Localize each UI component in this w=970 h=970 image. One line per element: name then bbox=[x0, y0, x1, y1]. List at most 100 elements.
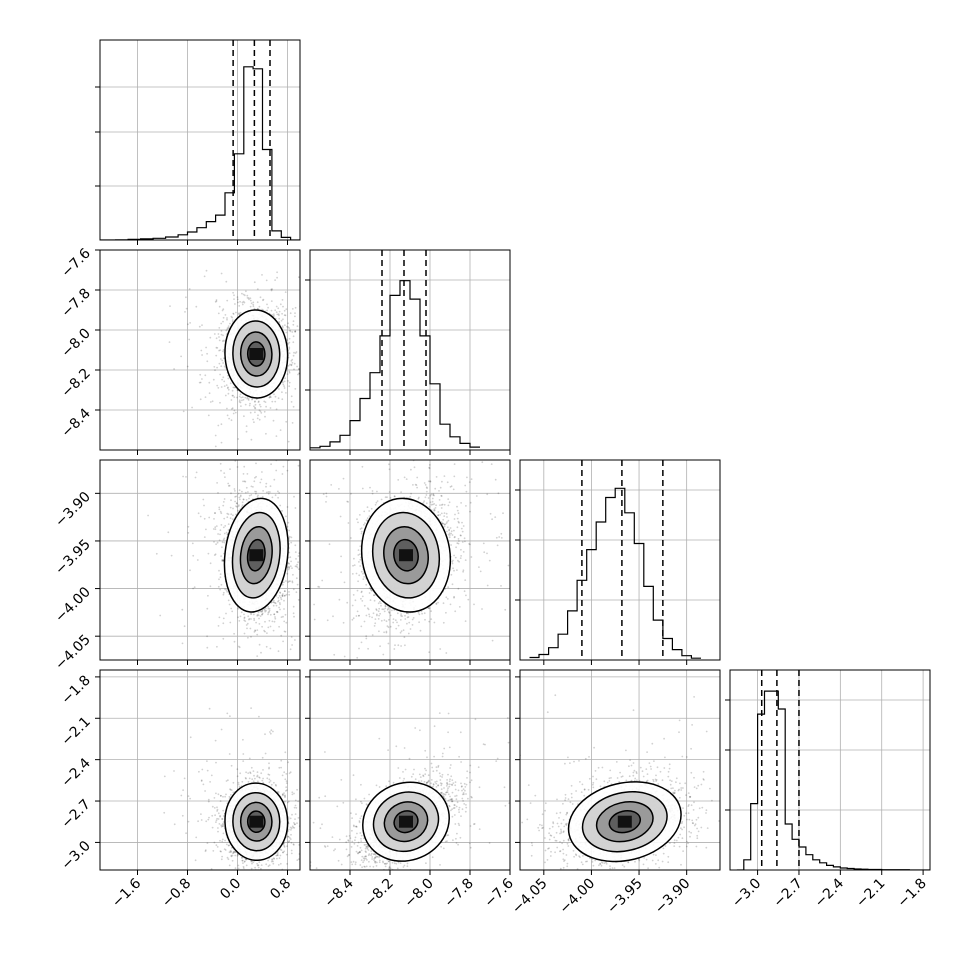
scatter-point bbox=[239, 300, 242, 303]
scatter-point bbox=[283, 309, 286, 312]
scatter-point bbox=[282, 381, 284, 384]
scatter-point bbox=[236, 502, 238, 505]
scatter-point bbox=[265, 645, 268, 648]
scatter-point bbox=[203, 275, 206, 278]
scatter-point bbox=[235, 502, 238, 504]
scatter-point bbox=[207, 552, 210, 555]
scatter-point bbox=[284, 377, 286, 380]
scatter-point bbox=[304, 348, 306, 350]
scatter-point bbox=[233, 488, 236, 490]
scatter-point bbox=[262, 299, 264, 302]
scatter-point bbox=[313, 603, 315, 606]
scatter-point bbox=[225, 531, 228, 534]
scatter-point bbox=[455, 546, 457, 549]
scatter-point bbox=[227, 386, 229, 389]
scatter-point bbox=[293, 351, 295, 354]
scatter-point bbox=[321, 438, 323, 440]
scatter-point bbox=[373, 625, 376, 627]
scatter-point bbox=[297, 245, 299, 247]
scatter-point bbox=[292, 341, 295, 344]
scatter-point bbox=[235, 513, 238, 516]
scatter-point bbox=[291, 580, 294, 583]
scatter-point bbox=[288, 370, 291, 373]
scatter-point bbox=[263, 629, 265, 632]
scatter-point bbox=[222, 538, 225, 541]
scatter-point bbox=[243, 617, 246, 620]
scatter-point bbox=[212, 378, 215, 381]
scatter-point bbox=[295, 558, 297, 560]
panel-1-0: −7.6−7.8−8.0−8.2−8.4 bbox=[58, 245, 348, 456]
scatter-point bbox=[227, 485, 230, 487]
scatter-point bbox=[248, 618, 250, 621]
scatter-point bbox=[258, 305, 261, 308]
scatter-point bbox=[259, 405, 262, 408]
scatter-point bbox=[235, 311, 237, 314]
scatter-point bbox=[244, 480, 247, 483]
scatter-point bbox=[277, 490, 279, 493]
scatter-point bbox=[245, 486, 248, 489]
scatter-point bbox=[294, 330, 297, 333]
scatter-point bbox=[242, 473, 245, 475]
scatter-point bbox=[281, 473, 284, 475]
scatter-point bbox=[287, 581, 290, 583]
scatter-point bbox=[314, 365, 316, 367]
y-tick-label: −7.6 bbox=[58, 245, 93, 280]
scatter-point bbox=[241, 504, 244, 507]
scatter-point bbox=[249, 402, 251, 405]
scatter-point bbox=[285, 515, 287, 518]
scatter-point bbox=[219, 401, 221, 404]
scatter-point bbox=[214, 369, 216, 372]
scatter-point bbox=[254, 403, 257, 406]
scatter-point bbox=[318, 323, 320, 325]
scatter-point bbox=[217, 533, 220, 535]
scatter-point bbox=[247, 397, 250, 400]
scatter-point bbox=[233, 294, 235, 297]
scatter-point bbox=[288, 371, 291, 374]
scatter-point bbox=[241, 399, 243, 402]
scatter-point bbox=[222, 593, 225, 596]
scatter-point bbox=[234, 496, 237, 498]
scatter-point bbox=[301, 523, 303, 525]
scatter-point bbox=[258, 418, 261, 421]
scatter-point bbox=[248, 298, 250, 301]
scatter-point bbox=[226, 414, 229, 417]
scatter-point bbox=[277, 599, 280, 602]
scatter-point bbox=[317, 585, 320, 588]
scatter-point bbox=[286, 325, 288, 328]
scatter-point bbox=[226, 387, 229, 390]
scatter-point bbox=[392, 621, 395, 624]
scatter-point bbox=[209, 336, 212, 339]
scatter-point bbox=[248, 494, 251, 497]
scatter-point bbox=[283, 620, 286, 623]
panel-2-1 bbox=[305, 446, 511, 665]
scatter-point bbox=[385, 620, 388, 623]
scatter-point bbox=[442, 446, 444, 448]
scatter-point bbox=[274, 494, 277, 497]
scatter-point bbox=[242, 498, 245, 501]
scatter-point bbox=[229, 382, 232, 385]
scatter-point bbox=[338, 488, 340, 490]
scatter-point bbox=[281, 398, 284, 401]
scatter-point bbox=[312, 295, 314, 297]
scatter-point bbox=[282, 593, 284, 595]
scatter-point bbox=[307, 353, 309, 355]
scatter-point bbox=[346, 410, 348, 412]
scatter-point bbox=[206, 352, 209, 355]
scatter-point bbox=[261, 613, 263, 616]
scatter-point bbox=[263, 609, 266, 611]
scatter-point bbox=[233, 640, 236, 643]
scatter-point bbox=[214, 445, 217, 448]
scatter-point bbox=[283, 608, 285, 610]
scatter-point bbox=[288, 381, 291, 384]
scatter-point bbox=[295, 351, 298, 353]
scatter-point bbox=[313, 444, 315, 446]
scatter-point bbox=[272, 604, 275, 607]
scatter-point bbox=[283, 594, 286, 597]
scatter-point bbox=[222, 334, 224, 337]
scatter-point bbox=[241, 454, 243, 456]
scatter-point bbox=[292, 354, 295, 357]
scatter-point bbox=[222, 350, 224, 353]
scatter-point bbox=[212, 528, 215, 530]
scatter-point bbox=[220, 512, 223, 515]
